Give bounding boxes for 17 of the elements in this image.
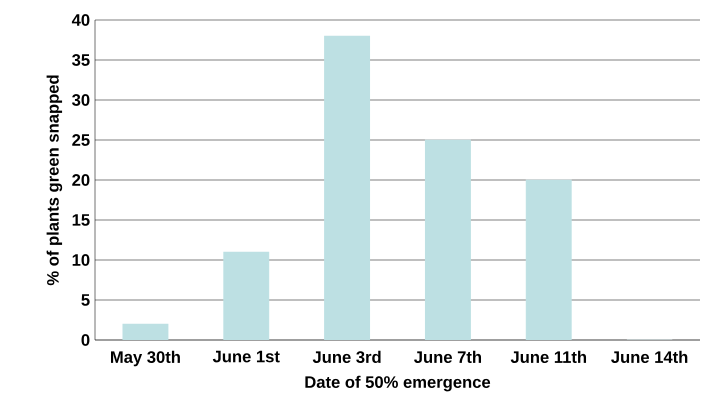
y-tick-label: 20 [72,174,90,186]
y-tick-label: 5 [81,294,90,306]
y-tick-label: 15 [72,214,90,226]
y-tick-label: 0 [82,334,90,346]
x-axis-title: Date of 50% emergence [305,376,490,392]
x-tick-label: June 14th [611,350,688,363]
x-tick-label: June 11th [510,350,586,363]
x-tick-label: June 3rd [312,350,381,364]
y-axis-title: % of plants green snapped [46,75,62,286]
x-tick-label: May 30th [110,350,180,366]
y-tick-label: 10 [72,254,90,266]
x-tick-label: June 1st [212,350,280,362]
y-tick-label: 35 [72,54,90,66]
y-tick-label: 40 [72,14,90,26]
y-tick-label: 30 [72,94,90,106]
y-tick-label: 25 [72,134,90,146]
x-tick-label: June 7th [414,350,482,363]
